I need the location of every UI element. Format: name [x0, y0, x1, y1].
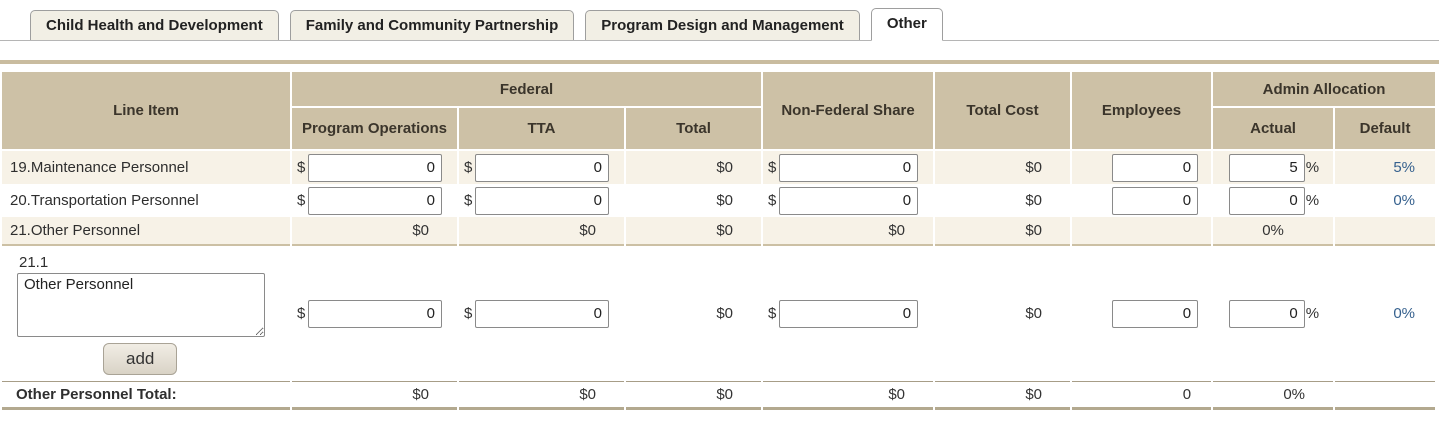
sub-line-item-cell: 21.1 Other Personnel add — [2, 246, 290, 381]
total-federal-total: $0 — [626, 381, 762, 410]
budget-table: Line Item Federal Non-Federal Share Tota… — [0, 72, 1437, 410]
dollar-sign: $ — [464, 192, 473, 209]
tta-value: $0 — [459, 217, 624, 246]
program-operations-input[interactable] — [308, 153, 442, 182]
total-employees: 0 — [1072, 381, 1212, 410]
col-group-federal: Federal — [292, 72, 762, 108]
admin-default-empty — [1335, 217, 1436, 246]
non-federal-share-input[interactable] — [779, 186, 919, 215]
col-header-employees: Employees — [1072, 72, 1212, 151]
total-cost-value: $0 — [935, 151, 1071, 184]
total-admin-default-empty — [1335, 381, 1436, 410]
col-header-actual: Actual — [1213, 108, 1334, 151]
tab-bar: Child Health and Development Family and … — [0, 0, 1439, 41]
total-non-federal-share: $0 — [763, 381, 934, 410]
dollar-sign: $ — [297, 305, 306, 322]
non-federal-share-input[interactable] — [779, 153, 919, 182]
col-header-program-operations: Program Operations — [292, 108, 457, 151]
federal-total-value: $0 — [626, 246, 762, 381]
line-item-label: 20.Transportation Personnel — [2, 184, 290, 217]
admin-actual-input[interactable] — [1228, 299, 1305, 328]
row-21-1-other-personnel-detail: 21.1 Other Personnel add $ $ $0 $ $0 % 0… — [2, 246, 1436, 381]
col-header-non-federal-share: Non-Federal Share — [763, 72, 934, 151]
program-operations-input[interactable] — [308, 299, 442, 328]
total-admin-actual: 0% — [1213, 381, 1334, 410]
col-header-default: Default — [1335, 108, 1436, 151]
federal-total-value: $0 — [626, 184, 762, 217]
dollar-sign: $ — [768, 192, 777, 209]
federal-total-value: $0 — [626, 217, 762, 246]
tta-input[interactable] — [475, 186, 609, 215]
admin-actual-value: 0% — [1213, 217, 1334, 246]
total-total-cost: $0 — [935, 381, 1071, 410]
tab-child-health-and-development[interactable]: Child Health and Development — [30, 10, 279, 40]
admin-actual-input[interactable] — [1228, 186, 1305, 215]
add-button[interactable]: add — [103, 343, 178, 375]
col-header-total-cost: Total Cost — [935, 72, 1071, 151]
other-personnel-total-row: Other Personnel Total: $0 $0 $0 $0 $0 0 … — [2, 381, 1436, 410]
total-row-label: Other Personnel Total: — [2, 381, 290, 410]
percent-sign: % — [1305, 192, 1320, 209]
line-item-label: 21.Other Personnel — [2, 217, 290, 246]
percent-sign: % — [1305, 159, 1320, 176]
percent-sign: % — [1305, 305, 1320, 322]
col-header-federal-total: Total — [626, 108, 762, 151]
row-19-maintenance-personnel: 19.Maintenance Personnel $ $ $0 $ $0 % 5… — [2, 151, 1436, 184]
total-cost-value: $0 — [935, 184, 1071, 217]
row-21-other-personnel: 21.Other Personnel $0 $0 $0 $0 $0 0% — [2, 217, 1436, 246]
dollar-sign: $ — [768, 305, 777, 322]
admin-default-value: 0% — [1335, 246, 1436, 381]
tab-family-and-community-partnership[interactable]: Family and Community Partnership — [289, 10, 575, 40]
employees-input[interactable] — [1112, 186, 1199, 215]
employees-input[interactable] — [1112, 299, 1199, 328]
tta-input[interactable] — [475, 153, 609, 182]
total-tta: $0 — [459, 381, 624, 410]
admin-actual-input[interactable] — [1228, 153, 1305, 182]
sub-line-number: 21.1 — [19, 254, 49, 271]
total-cost-value: $0 — [935, 246, 1071, 381]
program-operations-value: $0 — [292, 217, 457, 246]
employees-value-empty — [1072, 217, 1212, 246]
federal-total-value: $0 — [626, 151, 762, 184]
dollar-sign: $ — [464, 305, 473, 322]
dollar-sign: $ — [768, 159, 777, 176]
other-personnel-description-textarea[interactable]: Other Personnel — [17, 273, 265, 337]
total-program-operations: $0 — [292, 381, 457, 410]
col-header-line-item: Line Item — [2, 72, 290, 151]
non-federal-share-value: $0 — [763, 217, 934, 246]
line-item-label: 19.Maintenance Personnel — [2, 151, 290, 184]
col-group-admin-allocation: Admin Allocation — [1213, 72, 1436, 108]
non-federal-share-input[interactable] — [779, 299, 919, 328]
admin-default-value: 0% — [1335, 184, 1436, 217]
program-operations-input[interactable] — [308, 186, 442, 215]
dollar-sign: $ — [464, 159, 473, 176]
dollar-sign: $ — [297, 159, 306, 176]
tab-other[interactable]: Other — [870, 8, 943, 41]
row-20-transportation-personnel: 20.Transportation Personnel $ $ $0 $ $0 … — [2, 184, 1436, 217]
dollar-sign: $ — [297, 192, 306, 209]
employees-input[interactable] — [1112, 153, 1199, 182]
tta-input[interactable] — [475, 299, 609, 328]
admin-default-value: 5% — [1335, 151, 1436, 184]
section-divider — [0, 60, 1439, 64]
col-header-tta: TTA — [459, 108, 624, 151]
total-cost-value: $0 — [935, 217, 1071, 246]
tab-program-design-and-management[interactable]: Program Design and Management — [585, 10, 860, 40]
